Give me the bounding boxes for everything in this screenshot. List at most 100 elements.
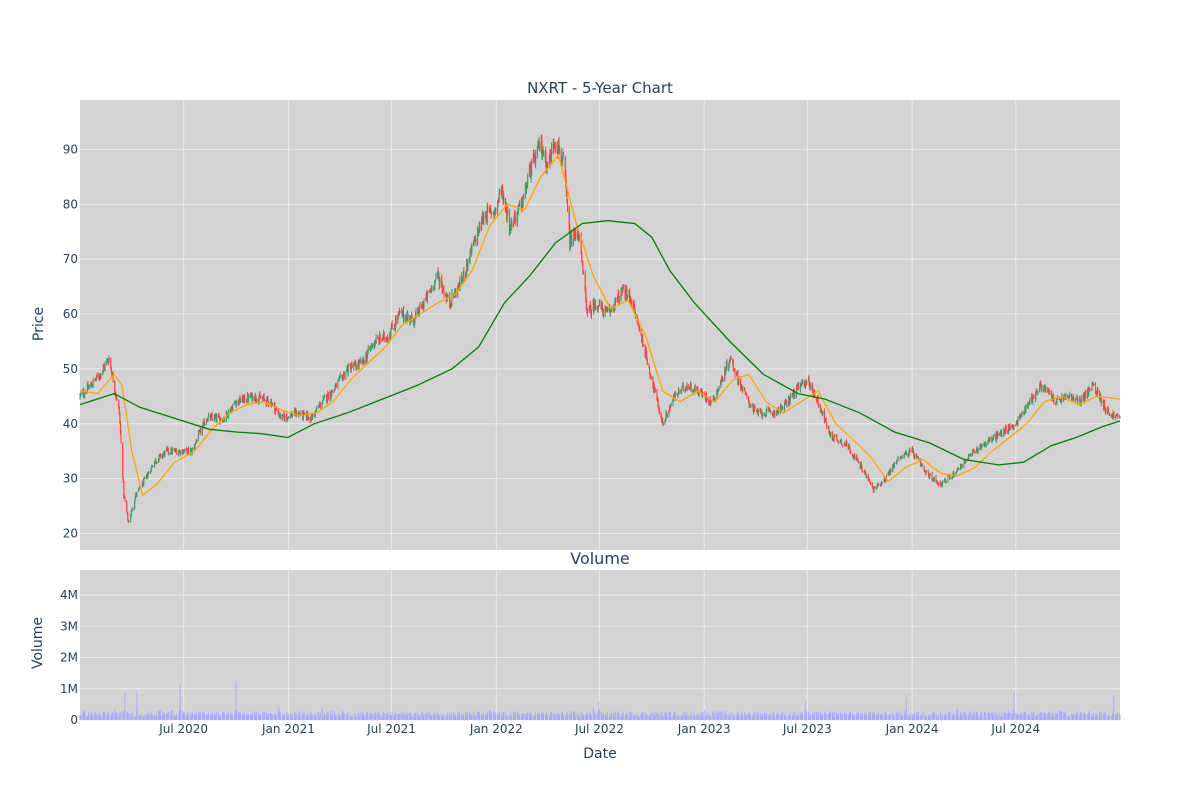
candle-body	[1108, 413, 1110, 415]
volume-bar	[1051, 712, 1053, 720]
volume-bar	[512, 711, 514, 720]
candle-body	[555, 144, 557, 147]
volume-bar	[1048, 711, 1050, 720]
candle-body	[590, 308, 592, 316]
volume-bar	[433, 712, 435, 720]
candle-body	[717, 388, 719, 391]
candle-body	[254, 394, 256, 401]
volume-bar	[184, 714, 186, 720]
volume-bar	[1013, 692, 1015, 720]
candle-body	[605, 307, 607, 310]
volume-bar	[286, 711, 288, 720]
volume-bar	[1095, 716, 1096, 720]
volume-bar	[469, 711, 471, 720]
volume-bar	[266, 716, 268, 720]
volume-bar	[1111, 716, 1113, 720]
candle-body	[789, 399, 791, 404]
candle-body	[822, 410, 824, 414]
candle-body	[103, 365, 105, 367]
volume-bar	[752, 715, 754, 720]
candle-body	[1118, 416, 1120, 418]
volume-bar	[375, 711, 377, 720]
volume-bar	[876, 714, 878, 720]
candle-body	[524, 183, 526, 197]
volume-bar	[174, 716, 176, 720]
candle-body	[342, 375, 344, 381]
candle-body	[698, 394, 700, 396]
candle-body	[283, 416, 285, 421]
volume-bar	[99, 713, 101, 720]
volume-bar	[167, 711, 169, 720]
volume-bar	[482, 714, 484, 720]
candle-body	[377, 337, 379, 339]
candle-body	[540, 138, 542, 151]
volume-bar	[1009, 712, 1011, 720]
candle-body	[597, 306, 599, 311]
candle-body	[502, 189, 504, 191]
candle-body	[979, 447, 981, 450]
candle-body	[382, 333, 384, 340]
volume-bar	[363, 714, 365, 720]
candle-body	[1047, 388, 1049, 391]
volume-bar	[617, 712, 619, 720]
candle-body	[535, 154, 537, 164]
candle-body	[801, 381, 803, 383]
candle-body	[874, 486, 876, 489]
volume-bar	[524, 714, 526, 720]
candle-body	[309, 417, 311, 422]
candle-body	[525, 183, 527, 192]
volume-bar	[1007, 711, 1009, 720]
volume-bar	[956, 710, 957, 720]
candle-body	[103, 366, 105, 369]
volume-bar	[741, 713, 743, 720]
volume-bar	[235, 682, 237, 720]
volume-bar	[872, 711, 874, 720]
candle-body	[389, 333, 391, 337]
candle-body	[694, 386, 696, 391]
volume-bar	[393, 714, 395, 720]
candle-body	[598, 301, 600, 305]
candle-body	[600, 302, 602, 310]
candle-body	[1063, 398, 1065, 400]
candle-body	[205, 420, 207, 424]
candle-body	[413, 319, 415, 325]
candle-body	[375, 337, 377, 344]
volume-bar	[1045, 712, 1047, 720]
volume-bar	[927, 716, 929, 720]
volume-bar	[441, 714, 443, 720]
candle-body	[162, 454, 164, 458]
candle-body	[1036, 390, 1038, 394]
candle-body	[445, 294, 447, 296]
candle-body	[402, 310, 404, 316]
volume-bar	[1012, 714, 1014, 720]
volume-bar	[393, 715, 395, 720]
candle-body	[606, 308, 608, 310]
volume-bar	[940, 714, 942, 720]
volume-bar	[568, 714, 570, 720]
candle-body	[833, 436, 835, 441]
volume-bar	[445, 716, 447, 720]
volume-bar	[127, 713, 129, 720]
candle-body	[290, 413, 292, 416]
candle-body	[142, 480, 144, 485]
volume-bar	[849, 711, 850, 720]
candle-body	[618, 299, 620, 303]
volume-bar	[827, 713, 829, 720]
candle-body	[620, 288, 622, 301]
volume-bar	[471, 715, 473, 720]
candle-body	[523, 195, 525, 198]
volume-bar	[1025, 711, 1026, 720]
candle-body	[1020, 413, 1022, 416]
volume-bar	[1031, 712, 1033, 720]
volume-bar	[768, 715, 770, 720]
volume-bar	[419, 716, 421, 720]
candle-body	[192, 448, 194, 450]
volume-bar	[92, 715, 94, 720]
volume-bar	[164, 715, 166, 720]
candle-body	[175, 449, 177, 451]
volume-bar	[669, 716, 671, 720]
volume-bar	[505, 711, 506, 720]
volume-bar	[654, 715, 656, 720]
volume-bar	[406, 716, 408, 720]
candle-body	[816, 400, 818, 403]
